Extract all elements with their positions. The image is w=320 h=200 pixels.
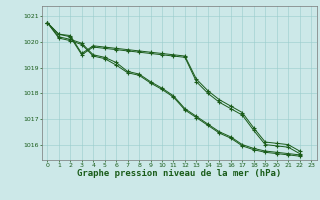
X-axis label: Graphe pression niveau de la mer (hPa): Graphe pression niveau de la mer (hPa): [77, 169, 281, 178]
